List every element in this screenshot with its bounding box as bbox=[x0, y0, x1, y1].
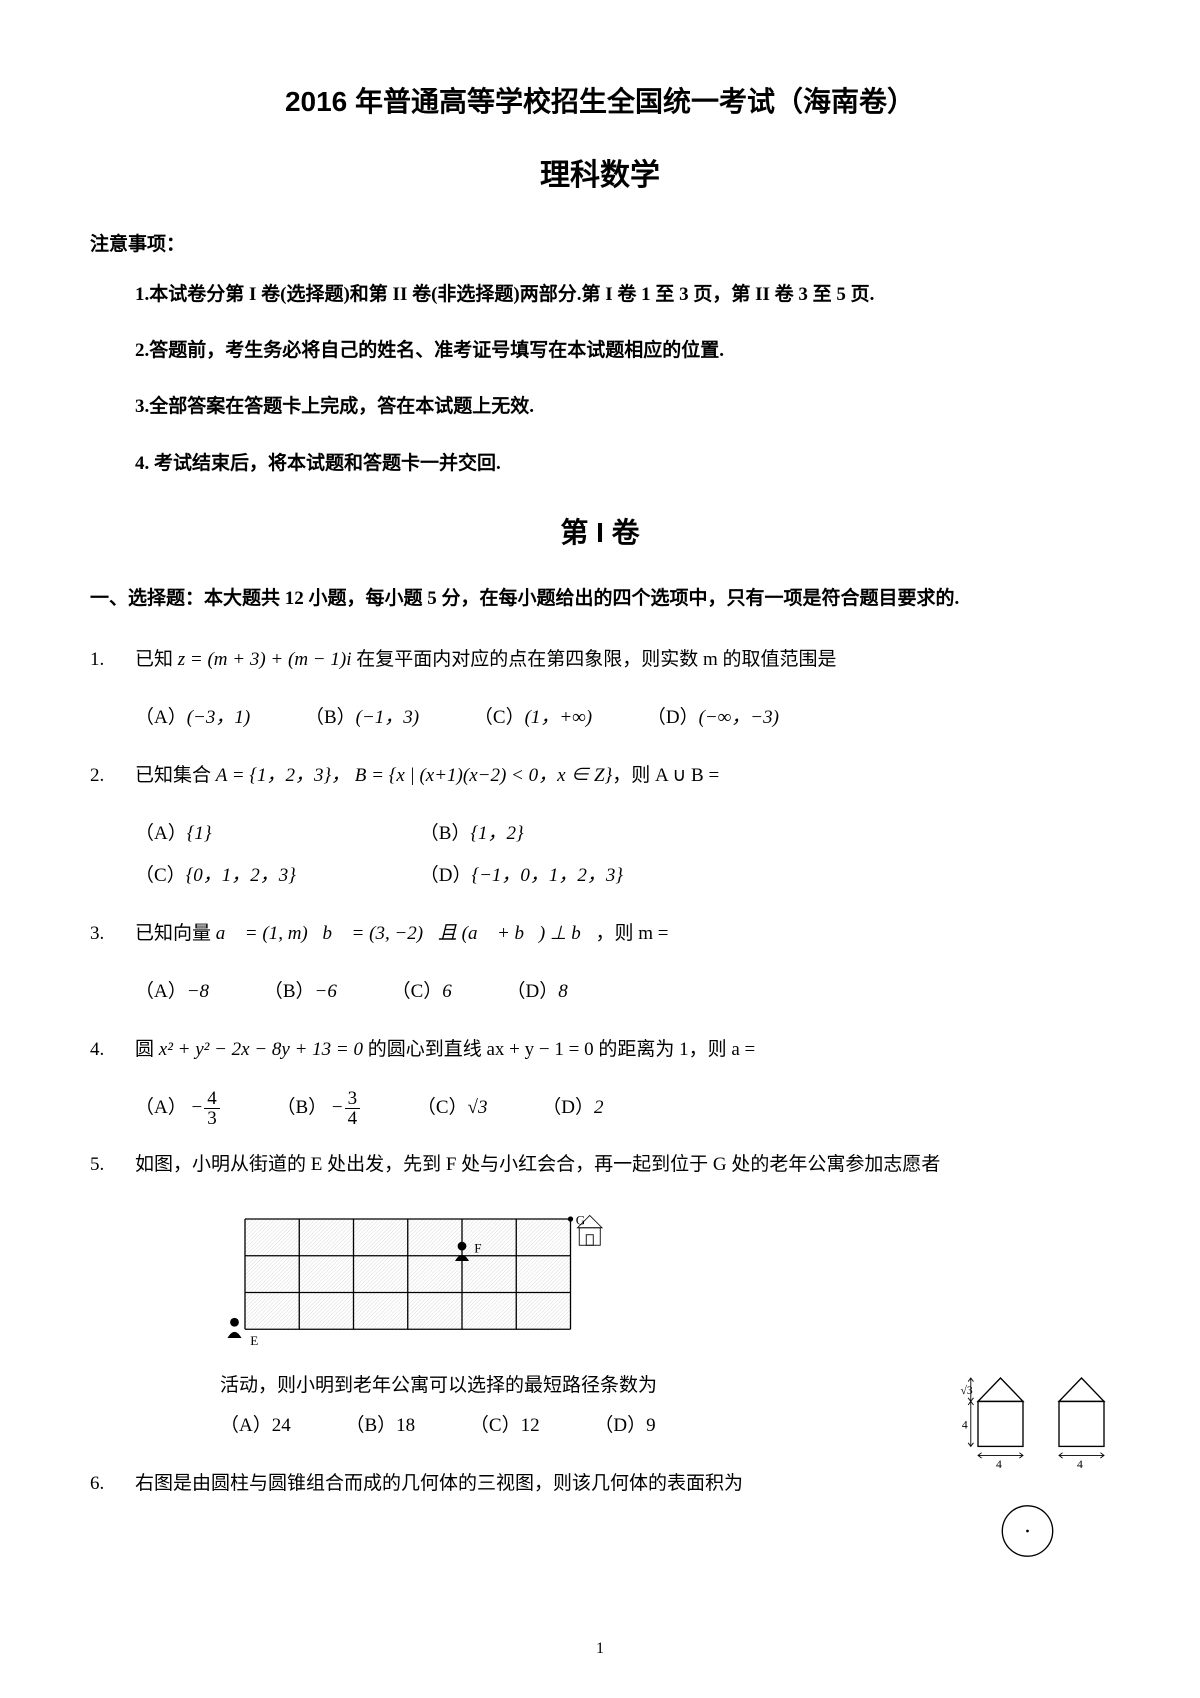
choice-value: −6 bbox=[315, 981, 337, 1002]
notice-item-4: 4. 考试结束后，将本试题和答题卡一并交回. bbox=[135, 447, 1110, 481]
q3-post: ，则 m = bbox=[596, 923, 669, 944]
choice-label: （C） bbox=[135, 865, 186, 886]
question-5: 5. 如图，小明从街道的 E 处出发，先到 F 处与小红会合，再一起到位于 G … bbox=[90, 1146, 1110, 1184]
frac-den: 3 bbox=[204, 1109, 220, 1128]
grid-label-e: E bbox=[250, 1333, 258, 1348]
section-instructions: 一、选择题：本大题共 12 小题，每小题 5 分，在每小题给出的四个选项中，只有… bbox=[90, 576, 1110, 622]
choice-value: {1} bbox=[187, 823, 212, 844]
notice-item-3: 3.全部答案在答题卡上完成，答在本试题上无效. bbox=[135, 390, 1110, 424]
three-view-figure: 2√3 4 4 bbox=[960, 1368, 1140, 1568]
dim-front-width: 4 bbox=[996, 1458, 1002, 1471]
choice-value: 6 bbox=[442, 981, 452, 1002]
choice-label: （D） bbox=[647, 707, 699, 728]
question-body: 如图，小明从街道的 E 处出发，先到 F 处与小红会合，再一起到位于 G 处的老… bbox=[135, 1146, 1110, 1184]
choice-value: 18 bbox=[396, 1415, 415, 1436]
choice-value: {1，2} bbox=[470, 823, 523, 844]
q3-pre: 已知向量 bbox=[135, 923, 216, 944]
choice-value: 9 bbox=[646, 1415, 656, 1436]
page-number: 1 bbox=[0, 1640, 1200, 1658]
frac-den: 4 bbox=[345, 1109, 361, 1128]
choice-label: （A） bbox=[220, 1415, 272, 1436]
choice-label: （B） bbox=[345, 1415, 396, 1436]
choice-value: 8 bbox=[558, 981, 568, 1002]
question-body: 已知向量 a⃗ = (1, m)，b⃗ = (3, −2)，且 (a⃗ + b⃗… bbox=[135, 915, 1110, 953]
grid-label-f: F bbox=[474, 1241, 481, 1256]
question-number: 1. bbox=[90, 641, 135, 679]
q3-expr: a⃗ = (1, m)，b⃗ = (3, −2)，且 (a⃗ + b⃗) ⊥ b… bbox=[216, 923, 596, 944]
choice-value: 2 bbox=[594, 1097, 604, 1118]
question-4-choices: （A） −43 （B） −34 （C）√3 （D）2 bbox=[135, 1087, 1110, 1129]
choice-label: （A） bbox=[135, 1097, 187, 1118]
choice-value: 12 bbox=[521, 1415, 540, 1436]
choice-label: （D） bbox=[507, 981, 559, 1002]
question-2: 2. 已知集合 A = {1，2，3}， B = {x | (x+1)(x−2)… bbox=[90, 757, 1110, 795]
dim-cone-height: 2√3 bbox=[960, 1384, 973, 1397]
choice-value: {0，1，2，3} bbox=[186, 865, 296, 886]
choice-label: （D） bbox=[594, 1415, 646, 1436]
exam-title-sub: 理科数学 bbox=[90, 150, 1110, 194]
question-number: 5. bbox=[90, 1146, 135, 1184]
choice-value: (−∞，−3) bbox=[699, 707, 779, 728]
choice-label: （A） bbox=[135, 707, 187, 728]
choice-value: √3 bbox=[468, 1097, 488, 1118]
choice-label: （B） bbox=[276, 1097, 327, 1118]
frac-num: 4 bbox=[204, 1089, 220, 1109]
choice-label: （C） bbox=[417, 1097, 468, 1118]
frac-num: 3 bbox=[345, 1089, 361, 1109]
notice-heading: 注意事项： bbox=[90, 229, 1110, 256]
q2-pre: 已知集合 bbox=[135, 765, 216, 786]
question-body: 圆 x² + y² − 2x − 8y + 13 = 0 的圆心到直线 ax +… bbox=[135, 1031, 1110, 1069]
choice-label: （C） bbox=[470, 1415, 521, 1436]
exam-title-main: 2016 年普通高等学校招生全国统一考试（海南卷） bbox=[90, 80, 1110, 120]
q1-pre: 已知 bbox=[135, 649, 178, 670]
notice-item-2: 2.答题前，考生务必将自己的姓名、准考证号填写在本试题相应的位置. bbox=[135, 334, 1110, 368]
grid-point-e-icon bbox=[228, 1318, 242, 1338]
q2-post: ，则 A ∪ B = bbox=[612, 765, 719, 786]
choice-value: (1，+∞) bbox=[525, 707, 593, 728]
dim-cyl-height: 4 bbox=[962, 1418, 968, 1431]
dim-side-width: 4 bbox=[1077, 1458, 1083, 1471]
q4-expr: x² + y² − 2x − 8y + 13 = 0 bbox=[159, 1039, 363, 1060]
choice-value: (−3，1) bbox=[187, 707, 250, 728]
notice-item-1: 1.本试卷分第 I 卷(选择题)和第 II 卷(非选择题)两部分.第 I 卷 1… bbox=[135, 278, 1110, 312]
q2-expr: A = {1，2，3}， B = {x | (x+1)(x−2) < 0，x ∈… bbox=[216, 765, 612, 786]
choice-label: （D） bbox=[420, 865, 472, 886]
question-2-choices-row1: （A）{1} （B）{1，2} bbox=[135, 813, 1110, 855]
question-1: 1. 已知 z = (m + 3) + (m − 1)i 在复平面内对应的点在第… bbox=[90, 641, 1110, 679]
grid-label-g: G bbox=[576, 1213, 586, 1228]
choice-value: (−1，3) bbox=[356, 707, 419, 728]
choice-label: （C） bbox=[392, 981, 443, 1002]
choice-label: （A） bbox=[135, 823, 187, 844]
choice-label: （A） bbox=[135, 981, 187, 1002]
question-body: 已知 z = (m + 3) + (m − 1)i 在复平面内对应的点在第四象限… bbox=[135, 641, 1110, 679]
choice-label: （B） bbox=[420, 823, 471, 844]
q1-expr: z = (m + 3) + (m − 1)i bbox=[178, 649, 352, 670]
question-2-choices-row2: （C）{0，1，2，3} （D）{−1，0，1，2，3} bbox=[135, 855, 1110, 897]
choice-value: 24 bbox=[272, 1415, 291, 1436]
question-body: 已知集合 A = {1，2，3}， B = {x | (x+1)(x−2) < … bbox=[135, 757, 1110, 795]
question-3: 3. 已知向量 a⃗ = (1, m)，b⃗ = (3, −2)，且 (a⃗ +… bbox=[90, 915, 1110, 953]
q4-post: 的圆心到直线 ax + y − 1 = 0 的距离为 1，则 a = bbox=[363, 1039, 755, 1060]
choice-label: （C） bbox=[474, 707, 525, 728]
choice-label: （B） bbox=[264, 981, 315, 1002]
choice-label: （B） bbox=[305, 707, 356, 728]
choice-value: −8 bbox=[187, 981, 209, 1002]
question-1-choices: （A）(−3，1) （B）(−1，3) （C）(1，+∞) （D）(−∞，−3) bbox=[135, 697, 1110, 739]
question-number: 4. bbox=[90, 1031, 135, 1069]
question-number: 2. bbox=[90, 757, 135, 795]
choice-value: {−1，0，1，2，3} bbox=[471, 865, 623, 886]
question-4: 4. 圆 x² + y² − 2x − 8y + 13 = 0 的圆心到直线 a… bbox=[90, 1031, 1110, 1069]
street-grid-figure: E F G bbox=[210, 1212, 630, 1352]
section-title: 第 I 卷 bbox=[90, 511, 1110, 551]
question-number: 6. bbox=[90, 1465, 135, 1503]
q1-post: 在复平面内对应的点在第四象限，则实数 m 的取值范围是 bbox=[351, 649, 836, 670]
question-number: 3. bbox=[90, 915, 135, 953]
q4-pre: 圆 bbox=[135, 1039, 159, 1060]
choice-label: （D） bbox=[542, 1097, 594, 1118]
question-6: 6. 右图是由圆柱与圆锥组合而成的几何体的三视图，则该几何体的表面积为 bbox=[90, 1465, 1110, 1503]
question-3-choices: （A）−8 （B）−6 （C）6 （D）8 bbox=[135, 971, 1110, 1013]
